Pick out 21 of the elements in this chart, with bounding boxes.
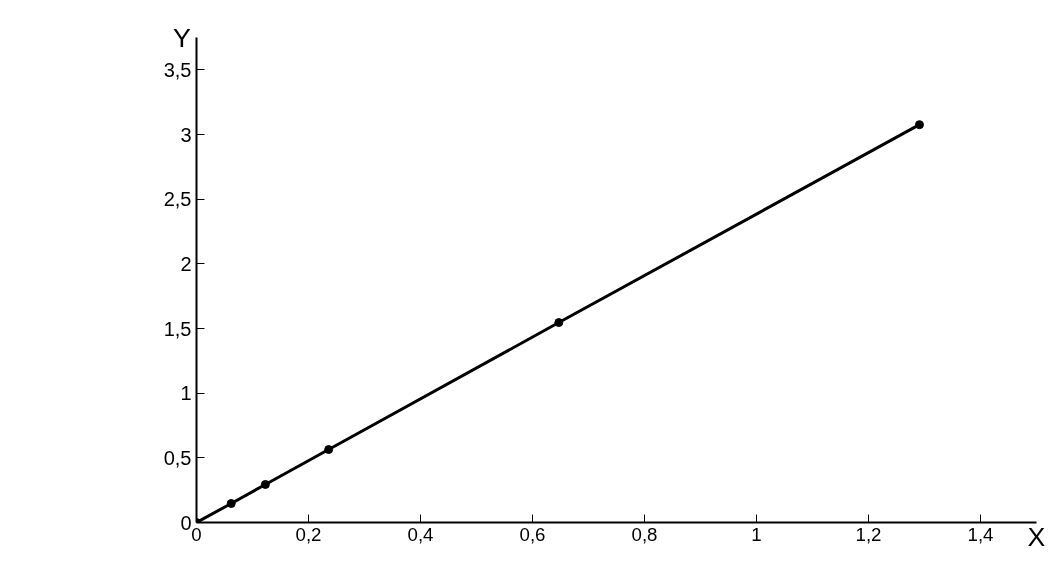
y-tick-label: 2 bbox=[180, 252, 192, 275]
y-tick-label: 3 bbox=[180, 123, 192, 146]
x-tick-label: 0,8 bbox=[631, 523, 658, 545]
point bbox=[914, 120, 924, 130]
x-tick-label: 0,4 bbox=[407, 523, 434, 545]
point bbox=[554, 318, 564, 328]
x-tick-label: 1 bbox=[751, 523, 762, 545]
y-tick-label: 3,5 bbox=[163, 58, 192, 81]
x-tick-label: 1,4 bbox=[967, 523, 994, 545]
x-tick-label: 0,2 bbox=[295, 523, 322, 545]
x-tick-label: 0,6 bbox=[519, 523, 546, 545]
y-axis-title: Y bbox=[172, 22, 191, 53]
point bbox=[260, 479, 270, 489]
y-tick-label: 1 bbox=[180, 382, 192, 405]
y-tick-label: 2,5 bbox=[163, 188, 192, 211]
x-axis-title: X bbox=[1027, 521, 1046, 552]
y-tick-label: 1,5 bbox=[163, 317, 192, 340]
x-tick-label: 1,2 bbox=[855, 523, 882, 545]
point bbox=[226, 499, 236, 508]
y-tick-label: 0,5 bbox=[163, 446, 192, 469]
point bbox=[324, 445, 334, 455]
